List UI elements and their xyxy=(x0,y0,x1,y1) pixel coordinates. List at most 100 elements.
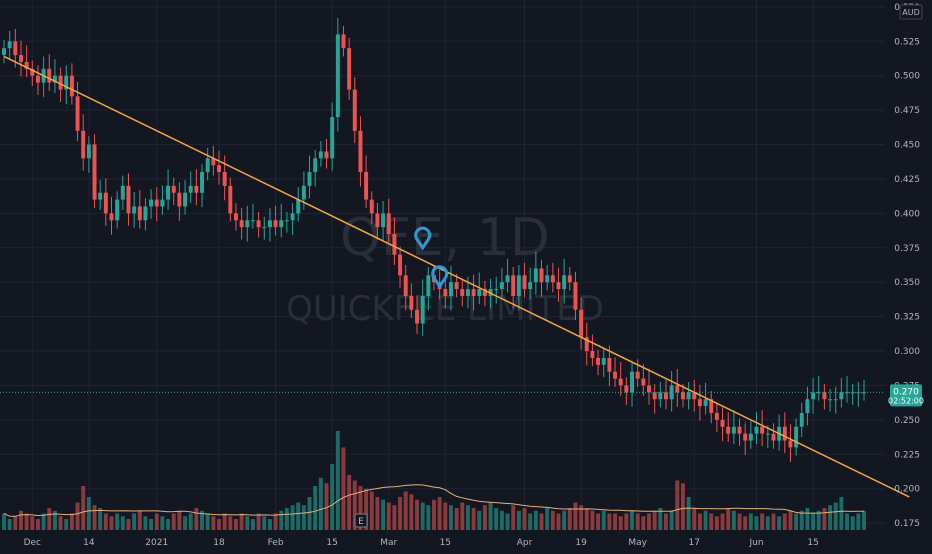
candle-body xyxy=(663,392,668,400)
volume-bar xyxy=(18,510,23,530)
candle-body xyxy=(307,172,312,186)
volume-bar xyxy=(856,513,861,530)
candle-body xyxy=(641,378,646,386)
volume-bar xyxy=(13,516,18,530)
candle-body xyxy=(47,68,52,83)
volume-bar xyxy=(658,508,663,530)
volume-bar xyxy=(250,519,255,530)
candle-body xyxy=(477,289,482,296)
price-axis[interactable]: 0.1750.2000.2250.2500.2750.3000.3250.350… xyxy=(894,3,920,529)
candle-body xyxy=(211,158,216,166)
volume-ma-line xyxy=(3,484,865,517)
time-tick-label: 15 xyxy=(326,538,337,548)
volume-bar xyxy=(330,464,335,530)
candle-body xyxy=(465,289,470,296)
earnings-badge[interactable] xyxy=(354,513,368,528)
volume-bar xyxy=(420,502,425,530)
volume-bars xyxy=(2,431,866,530)
volume-bar xyxy=(166,519,171,530)
candle-body xyxy=(794,426,799,448)
volume-bar xyxy=(680,483,685,530)
candle-body xyxy=(279,220,284,228)
volume-bar xyxy=(584,508,589,530)
candle-body xyxy=(720,419,725,427)
volume-bar xyxy=(183,516,188,530)
volume-bar xyxy=(488,502,493,530)
markers[interactable] xyxy=(414,226,449,290)
candle-body xyxy=(652,392,657,400)
volume-bar xyxy=(262,516,267,530)
price-tick-label: 0.375 xyxy=(894,244,920,254)
volume-bar xyxy=(403,491,408,530)
volume-bar xyxy=(675,480,680,530)
candle-body xyxy=(760,426,765,434)
volume-bar xyxy=(256,513,261,530)
time-tick-label: 18 xyxy=(213,538,225,548)
volume-bar xyxy=(448,505,453,530)
trendline[interactable] xyxy=(3,55,910,498)
volume-bar xyxy=(437,497,442,530)
volume-bar xyxy=(845,513,850,530)
candle-body xyxy=(324,151,329,159)
volume-bar xyxy=(86,497,91,530)
candle-body xyxy=(692,392,697,400)
volume-bar xyxy=(347,475,352,530)
candle-body xyxy=(92,144,97,200)
volume-bar xyxy=(477,510,482,530)
volume-bar xyxy=(782,513,787,530)
price-tick-label: 0.475 xyxy=(894,106,920,116)
candle-body xyxy=(188,185,193,193)
candle-body xyxy=(205,158,210,173)
volume-bar xyxy=(177,510,182,530)
volume-bar xyxy=(754,516,759,530)
candle-body xyxy=(811,392,816,400)
candle-body xyxy=(86,144,91,159)
volume-bar xyxy=(516,510,521,530)
watermark: QFE, 1D QUICKFEE LIMITED xyxy=(286,208,604,329)
e-badge[interactable]: E xyxy=(354,513,368,528)
price-tag-countdown: 02:52:00 xyxy=(888,396,924,405)
volume-bar xyxy=(318,477,323,530)
time-axis[interactable]: Dec 14 2021 18 Feb 15 Mar 15 Apr 19 May 17 Jun 15 xyxy=(24,538,819,548)
candle-body xyxy=(556,282,561,290)
time-tick-label: 17 xyxy=(689,538,700,548)
volume-bar xyxy=(482,505,487,530)
candle-body xyxy=(618,378,623,386)
volume-bar xyxy=(731,510,736,530)
volume-bar xyxy=(862,510,866,530)
volume-bar xyxy=(284,508,289,530)
volume-bar xyxy=(777,516,782,530)
candle-body xyxy=(154,199,159,207)
candle-body xyxy=(845,392,850,394)
volume-bar xyxy=(737,513,742,530)
time-tick-label: Apr xyxy=(517,538,533,548)
candle-body xyxy=(426,275,431,296)
candle-body xyxy=(567,275,572,283)
candle-body xyxy=(460,289,465,296)
volume-bar xyxy=(415,499,420,530)
candle-body xyxy=(562,275,567,290)
volume-bar xyxy=(528,513,533,530)
time-tick-label: 15 xyxy=(440,538,451,548)
price-tag: 0.270 02:52:00 xyxy=(888,384,924,407)
candle-body xyxy=(58,75,63,90)
pin-marker-icon[interactable] xyxy=(414,226,432,251)
volume-bar xyxy=(618,516,623,530)
volume-bar xyxy=(760,513,765,530)
time-tick-label: 14 xyxy=(83,538,95,548)
volume-bar xyxy=(613,513,618,530)
volume-bar xyxy=(471,508,476,530)
candle-body xyxy=(403,275,408,296)
volume-bar xyxy=(7,519,12,530)
volume-bar xyxy=(41,513,46,530)
candle-body xyxy=(7,41,12,49)
volume-bar xyxy=(307,497,312,530)
volume-bar xyxy=(245,516,250,530)
pin-marker-icon[interactable] xyxy=(431,265,449,290)
candle-body xyxy=(499,282,504,290)
volume-bar xyxy=(726,508,731,530)
volume-bar xyxy=(75,502,80,530)
volume-bar xyxy=(714,516,719,530)
